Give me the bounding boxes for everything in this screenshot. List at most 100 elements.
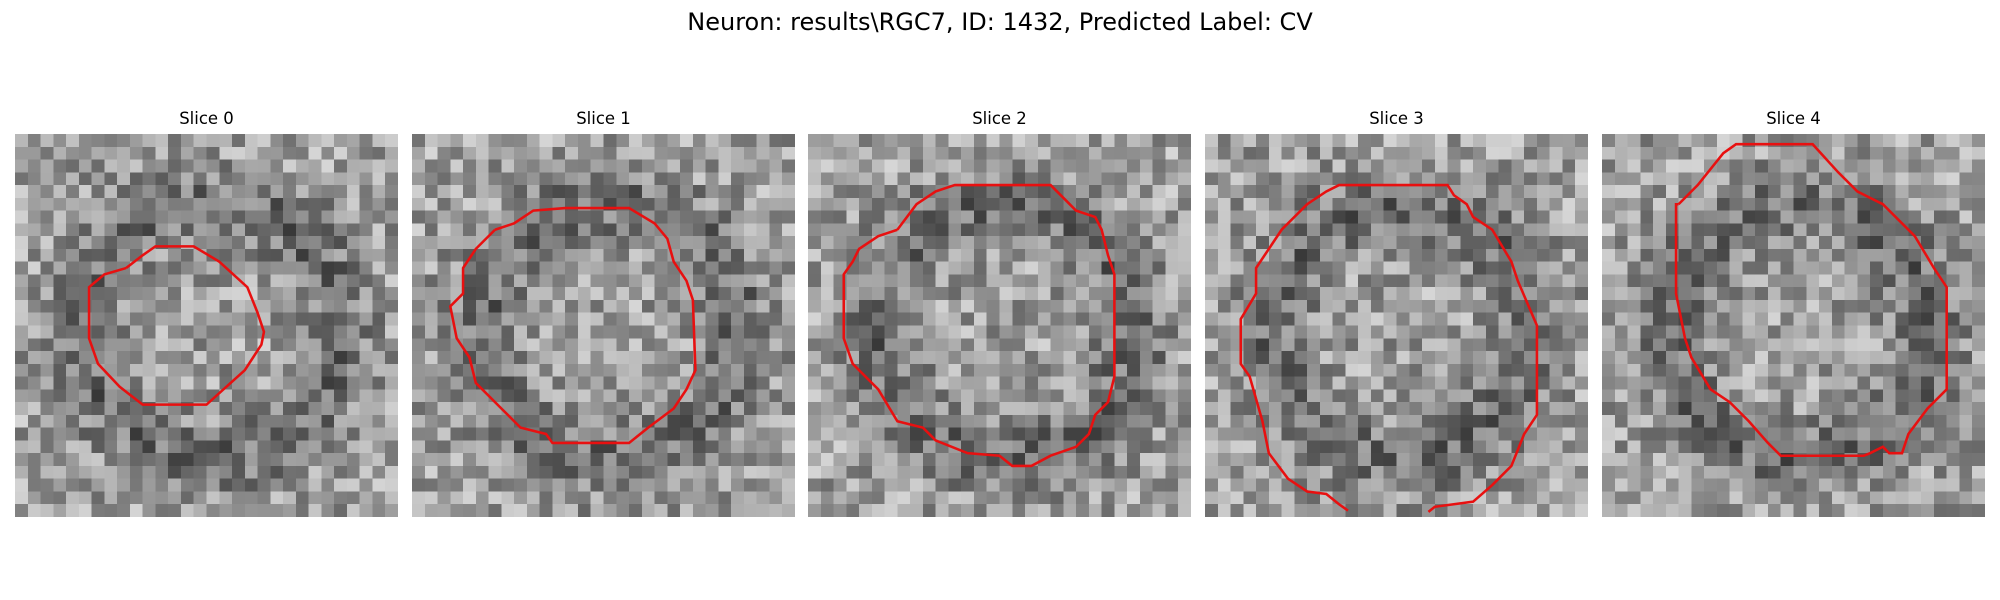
pixel (1819, 351, 1833, 365)
pixel (1870, 134, 1884, 148)
pixel (1294, 159, 1308, 173)
pixel (667, 134, 681, 148)
pixel (1050, 134, 1064, 148)
pixel (705, 376, 719, 390)
pixel (206, 185, 220, 199)
pixel (1602, 363, 1616, 377)
pixel (1819, 389, 1833, 403)
pixel (155, 274, 169, 288)
pixel (1511, 325, 1525, 339)
pixel (1691, 210, 1705, 224)
pixel (705, 287, 719, 301)
pixel (501, 402, 515, 416)
pixel (820, 146, 834, 160)
pixel (1767, 402, 1781, 416)
pixel (53, 504, 67, 517)
pixel (1524, 159, 1538, 173)
pixel (129, 453, 143, 467)
pixel (1447, 478, 1461, 492)
pixel (986, 389, 1000, 403)
pixel (1025, 478, 1039, 492)
pixel (782, 236, 795, 250)
pixel (1178, 414, 1191, 428)
pixel (973, 134, 987, 148)
pixel (501, 312, 515, 326)
pixel (1742, 389, 1756, 403)
pixel (155, 363, 169, 377)
pixel (40, 159, 54, 173)
pixel (359, 274, 373, 288)
pixel (78, 504, 92, 517)
pixel (1139, 185, 1153, 199)
pixel (1729, 376, 1743, 390)
pixel (539, 376, 553, 390)
pixel (1562, 134, 1576, 148)
pixel (488, 325, 502, 339)
pixel (1152, 299, 1166, 313)
pixel (244, 185, 258, 199)
pixel (334, 185, 348, 199)
pixel (1025, 223, 1039, 237)
pixel (1256, 185, 1270, 199)
pixel (1562, 478, 1576, 492)
pixel (1396, 261, 1410, 275)
pixel (935, 210, 949, 224)
pixel (1076, 453, 1090, 467)
pixel (283, 465, 297, 479)
pixel (577, 465, 591, 479)
pixel (846, 363, 860, 377)
pixel (552, 159, 566, 173)
pixel (1434, 248, 1448, 262)
pixel (412, 465, 426, 479)
pixel (155, 325, 169, 339)
pixel (1345, 197, 1359, 211)
pixel (1152, 440, 1166, 454)
pixel (91, 427, 105, 441)
pixel (78, 389, 92, 403)
pixel (117, 491, 131, 505)
pixel (1602, 402, 1616, 416)
pixel (743, 287, 757, 301)
pixel (654, 402, 668, 416)
pixel (616, 261, 630, 275)
pixel (1882, 504, 1896, 517)
pixel (346, 465, 360, 479)
pixel (78, 261, 92, 275)
pixel (910, 402, 924, 416)
pixel (808, 223, 822, 237)
pixel (1524, 351, 1538, 365)
pixel (654, 236, 668, 250)
pixel (117, 402, 131, 416)
pixel (1844, 440, 1858, 454)
pixel (1205, 210, 1219, 224)
pixel (731, 299, 745, 313)
pixel (565, 389, 579, 403)
pixel (897, 159, 911, 173)
pixel (1165, 236, 1179, 250)
pixel (1383, 223, 1397, 237)
pixel (859, 159, 873, 173)
grayscale-pixel-grid (808, 134, 1191, 517)
pixel (629, 159, 643, 173)
pixel (437, 210, 451, 224)
pixel (1205, 134, 1219, 148)
pixel (1691, 159, 1705, 173)
pixel (769, 210, 783, 224)
pixel (1536, 146, 1550, 160)
pixel (346, 402, 360, 416)
pixel (565, 287, 579, 301)
pixel (692, 414, 706, 428)
pixel (910, 453, 924, 467)
pixel (308, 465, 322, 479)
pixel (257, 478, 271, 492)
pixel (244, 223, 258, 237)
pixel (514, 440, 528, 454)
pixel (283, 185, 297, 199)
pixel (577, 504, 591, 517)
pixel (1562, 274, 1576, 288)
pixel (1012, 261, 1026, 275)
pixel (1972, 185, 1985, 199)
pixel (680, 351, 694, 365)
pixel (104, 465, 118, 479)
pixel (629, 478, 643, 492)
